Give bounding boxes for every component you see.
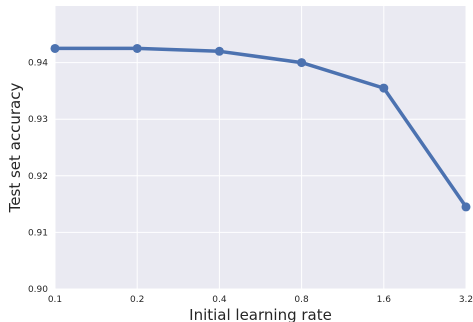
tick-labels: 0.1 0.2 0.4 0.8 1.6 3.2 0.90 0.91 0.92 0.93 0.94 [28,59,473,305]
data-point [132,43,142,53]
data-point [297,58,307,68]
y-tick-label: 0.91 [28,228,48,238]
x-tick-label: 0.1 [48,295,62,305]
x-axis-title: Initial learning rate [189,306,332,322]
series-line [53,46,468,209]
data-point [214,46,224,56]
y-axis-title: Test set accuracy [6,83,24,214]
plot-area [55,6,466,289]
y-tick-label: 0.93 [28,115,48,125]
y-tick-label: 0.94 [28,59,48,69]
data-point [461,202,471,212]
x-tick-label: 1.6 [377,295,392,305]
x-tick-label: 0.2 [130,295,144,305]
y-tick-label: 0.90 [28,285,48,295]
x-tick-label: 3.2 [459,295,473,305]
data-series [50,43,471,212]
data-point [379,83,389,93]
x-tick-label: 0.4 [212,295,227,305]
y-tick-label: 0.92 [28,172,48,182]
x-tick-label: 0.8 [294,295,309,305]
data-point [50,43,60,53]
